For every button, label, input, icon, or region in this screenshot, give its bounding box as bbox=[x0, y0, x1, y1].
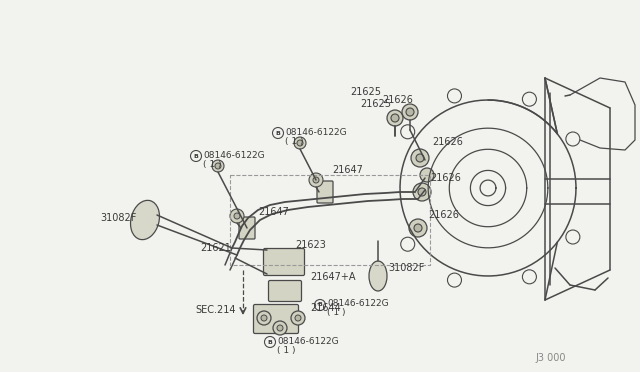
Circle shape bbox=[418, 188, 426, 196]
Circle shape bbox=[406, 108, 414, 116]
Circle shape bbox=[291, 311, 305, 325]
Circle shape bbox=[409, 219, 427, 237]
Text: ( 1 ): ( 1 ) bbox=[327, 308, 346, 317]
Circle shape bbox=[416, 154, 424, 162]
Text: ( 1 ): ( 1 ) bbox=[285, 137, 303, 145]
Circle shape bbox=[294, 137, 306, 149]
Text: 08146-6122G: 08146-6122G bbox=[203, 151, 264, 160]
Text: 21626: 21626 bbox=[428, 210, 459, 220]
Text: 08146-6122G: 08146-6122G bbox=[327, 299, 388, 308]
Circle shape bbox=[215, 163, 221, 169]
Text: 21647: 21647 bbox=[332, 165, 363, 175]
Text: 21625: 21625 bbox=[360, 99, 391, 109]
Text: ( 1 ): ( 1 ) bbox=[203, 160, 221, 169]
Text: 21623: 21623 bbox=[295, 240, 326, 250]
Text: 08146-6122G: 08146-6122G bbox=[285, 128, 347, 137]
Text: J3 000: J3 000 bbox=[535, 353, 566, 363]
Text: 21647+A: 21647+A bbox=[310, 272, 355, 282]
Circle shape bbox=[413, 183, 431, 201]
Circle shape bbox=[230, 209, 244, 223]
FancyBboxPatch shape bbox=[317, 181, 333, 203]
Text: 21626: 21626 bbox=[382, 95, 413, 105]
Circle shape bbox=[387, 110, 403, 126]
Text: B: B bbox=[193, 154, 198, 158]
Circle shape bbox=[212, 160, 224, 172]
Circle shape bbox=[297, 140, 303, 146]
Text: 31082F: 31082F bbox=[388, 263, 424, 273]
Text: 21644: 21644 bbox=[310, 303, 340, 313]
Circle shape bbox=[313, 177, 319, 183]
Circle shape bbox=[309, 173, 323, 187]
Circle shape bbox=[420, 168, 434, 182]
Circle shape bbox=[414, 224, 422, 232]
Text: B: B bbox=[276, 131, 280, 135]
Circle shape bbox=[295, 315, 301, 321]
Text: 21625: 21625 bbox=[350, 87, 381, 97]
Circle shape bbox=[273, 321, 287, 335]
Text: 21626: 21626 bbox=[430, 173, 461, 183]
Ellipse shape bbox=[131, 201, 159, 240]
FancyBboxPatch shape bbox=[264, 248, 305, 276]
Circle shape bbox=[277, 325, 283, 331]
Text: B: B bbox=[268, 340, 273, 344]
FancyBboxPatch shape bbox=[239, 217, 255, 239]
Text: 21621: 21621 bbox=[200, 243, 231, 253]
Text: ( 1 ): ( 1 ) bbox=[277, 346, 296, 355]
Circle shape bbox=[261, 315, 267, 321]
Ellipse shape bbox=[369, 261, 387, 291]
Text: 21647: 21647 bbox=[258, 207, 289, 217]
Circle shape bbox=[402, 104, 418, 120]
Circle shape bbox=[391, 114, 399, 122]
Text: 21626: 21626 bbox=[432, 137, 463, 147]
Circle shape bbox=[411, 149, 429, 167]
Circle shape bbox=[234, 213, 240, 219]
Text: 31082F: 31082F bbox=[100, 213, 136, 223]
Circle shape bbox=[257, 311, 271, 325]
FancyBboxPatch shape bbox=[253, 305, 298, 334]
FancyBboxPatch shape bbox=[269, 280, 301, 301]
Text: B: B bbox=[317, 302, 323, 308]
Text: 08146-6122G: 08146-6122G bbox=[277, 337, 339, 346]
Text: SEC.214: SEC.214 bbox=[195, 305, 236, 315]
